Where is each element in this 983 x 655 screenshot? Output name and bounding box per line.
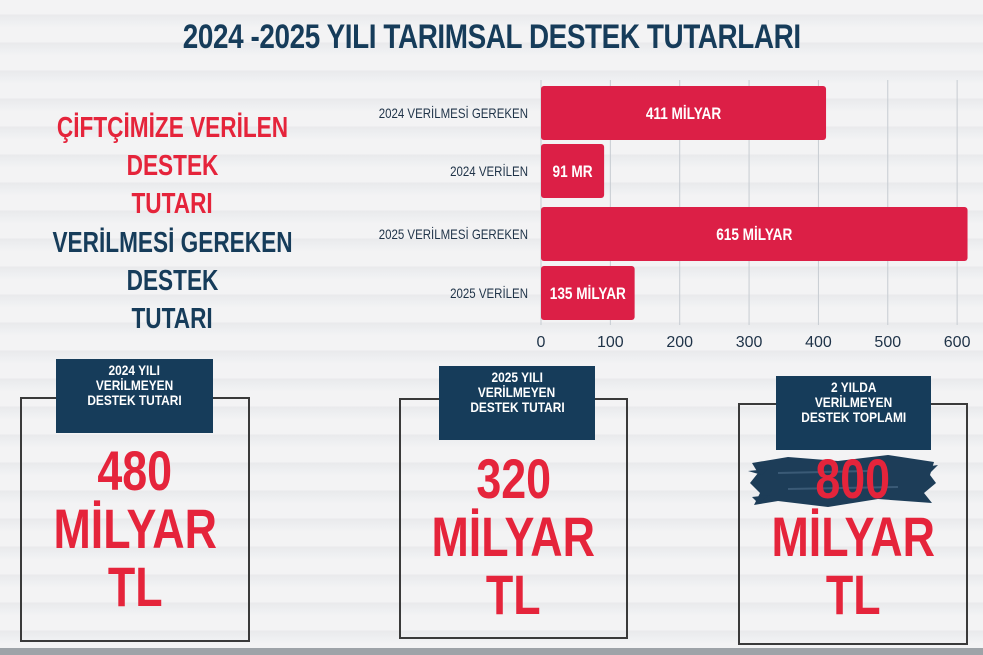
legend-blue-line1: VERİLMESİ GEREKEN DESTEK bbox=[52, 227, 293, 297]
tick-label: 600 bbox=[944, 334, 971, 351]
card-2024-label: 2024 YILI VERİLMEYEN DESTEK TUTARI bbox=[56, 359, 213, 433]
card-total-value: 800 MİLYAR TL bbox=[738, 450, 968, 624]
legend-given-support: ÇİFTÇİMİZE VERİLEN DESTEK TUTARI bbox=[0, 109, 345, 223]
tick-label: 300 bbox=[736, 334, 763, 351]
card-2025-label: 2025 YILI VERİLMEYEN DESTEK TUTARI bbox=[439, 366, 595, 440]
category-label: 2025 VERİLEN bbox=[450, 284, 528, 301]
tick-label: 200 bbox=[666, 334, 693, 351]
category-label: 2025 VERİLMESİ GEREKEN bbox=[379, 225, 528, 242]
card-2024-label-line3: DESTEK TUTARI bbox=[87, 392, 182, 408]
card-2025-value-line1: 320 bbox=[476, 447, 551, 510]
card-total-label-line3: DESTEK TOPLAMI bbox=[801, 409, 906, 425]
card-2025-value-line3: TL bbox=[486, 563, 541, 626]
tick-label: 500 bbox=[874, 334, 901, 351]
legend-red-line2: TUTARI bbox=[131, 188, 214, 220]
card-2024-value-line3: TL bbox=[107, 555, 163, 618]
card-2024-value: 480 MİLYAR TL bbox=[20, 442, 250, 616]
card-2025-label-line3: DESTEK TUTARI bbox=[469, 399, 565, 415]
card-total-value-line3: TL bbox=[825, 563, 881, 626]
card-2025-label-line2: VERİLMEYEN bbox=[478, 384, 556, 400]
card-total-label-line1: 2 YILDA bbox=[830, 379, 877, 395]
card-total-value-line1: 800 bbox=[815, 447, 891, 510]
card-2025-value-line2: MİLYAR bbox=[431, 505, 596, 568]
data-label: 135 MİLYAR bbox=[550, 284, 626, 303]
card-total-label: 2 YILDA VERİLMEYEN DESTEK TOPLAMI bbox=[776, 376, 931, 450]
page-title: 2024 -2025 YILI TARIMSAL DESTEK TUTARLAR… bbox=[0, 18, 983, 57]
card-2025-label-line1: 2025 YILI bbox=[491, 369, 543, 385]
card-2024-value-line1: 480 bbox=[97, 439, 173, 502]
card-total-label-line2: VERİLMEYEN bbox=[814, 394, 893, 410]
card-total-value-line2: MİLYAR bbox=[771, 505, 935, 568]
legend-red-line1: ÇİFTÇİMİZE VERİLEN DESTEK bbox=[56, 112, 289, 182]
category-label: 2024 VERİLEN bbox=[450, 162, 528, 179]
category-label: 2024 VERİLMESİ GEREKEN bbox=[379, 104, 528, 121]
card-2024-label-line1: 2024 YILI bbox=[108, 362, 161, 378]
card-2024-value-line2: MİLYAR bbox=[53, 497, 217, 560]
card-2025-value: 320 MİLYAR TL bbox=[399, 450, 628, 624]
card-2024-label-line2: VERİLMEYEN bbox=[95, 377, 174, 393]
bar bbox=[541, 86, 827, 140]
bar-chart: 2024 VERİLMESİ GEREKEN 2024 VERİLEN 2025 V… bbox=[379, 80, 971, 351]
bar bbox=[541, 207, 968, 261]
tick-label: 400 bbox=[805, 334, 832, 351]
bar bbox=[541, 144, 605, 198]
data-label: 615 MİLYAR bbox=[716, 225, 792, 244]
title-text: 2024 -2025 YILI TARIMSAL DESTEK TUTARLAR… bbox=[182, 18, 801, 56]
tick-label: 0 bbox=[537, 334, 546, 351]
bar bbox=[541, 266, 635, 320]
tick-label: 100 bbox=[597, 334, 624, 351]
brush-stroke-decoration bbox=[748, 455, 938, 507]
data-label: 91 MR bbox=[553, 162, 593, 181]
data-label: 411 MİLYAR bbox=[646, 104, 721, 123]
bottom-strip bbox=[0, 648, 983, 655]
legend-required-support: VERİLMESİ GEREKEN DESTEK TUTARI bbox=[0, 224, 345, 338]
legend-blue-line2: TUTARI bbox=[131, 303, 214, 335]
